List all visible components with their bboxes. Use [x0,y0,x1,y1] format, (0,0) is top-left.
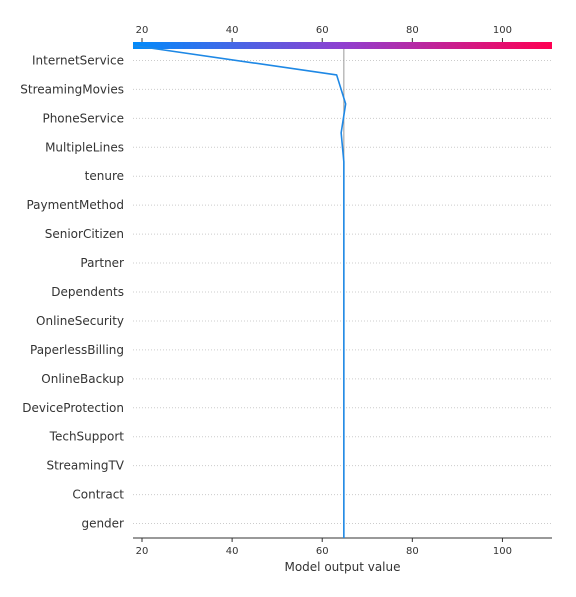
feature-label: PaperlessBilling [30,343,124,357]
feature-label: TechSupport [49,430,125,444]
top-tick-label: 60 [316,25,329,36]
bottom-tick-label: 40 [226,546,239,557]
grid-lines [133,60,552,523]
feature-label: DeviceProtection [22,401,124,415]
feature-label: PaymentMethod [26,198,124,212]
feature-label: StreamingMovies [20,82,124,96]
top-tick-label: 20 [136,25,149,36]
feature-label: OnlineSecurity [36,314,124,328]
feature-label: gender [81,517,124,531]
colorbar [133,42,552,49]
feature-label: SeniorCitizen [45,227,124,241]
feature-label: OnlineBackup [41,372,124,386]
bottom-tick-label: 80 [406,546,419,557]
feature-label: Dependents [51,285,124,299]
feature-labels: InternetService StreamingMovies PhoneServi… [20,53,125,530]
top-tick-label: 80 [406,25,419,36]
feature-label: PhoneService [42,111,124,125]
ticks: 20 20 40 40 60 60 80 80 100 100 [136,25,512,557]
feature-label: MultipleLines [45,140,124,154]
bottom-tick-label: 60 [316,546,329,557]
feature-label: tenure [85,169,124,183]
axes [133,42,552,538]
feature-label: Contract [72,488,124,502]
top-tick-label: 40 [226,25,239,36]
top-tick-label: 100 [493,25,512,36]
feature-label: InternetService [32,53,124,67]
feature-label: Partner [80,256,124,270]
feature-label: StreamingTV [46,459,124,473]
bottom-tick-label: 100 [493,546,512,557]
bottom-tick-label: 20 [136,546,149,557]
x-axis-label: Model output value [284,560,400,574]
